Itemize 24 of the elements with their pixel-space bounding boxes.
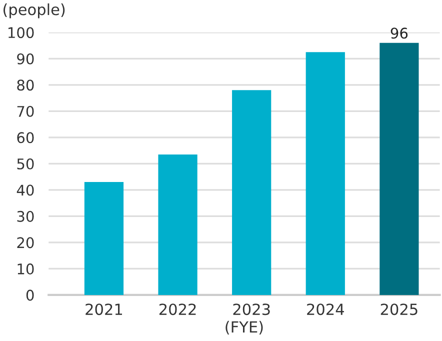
- y-tick-label: 30: [17, 210, 34, 222]
- y-axis-title: (people): [4, 3, 65, 18]
- data-label: 96: [390, 28, 408, 39]
- bar: [84, 182, 124, 295]
- bar: [158, 154, 198, 295]
- y-tick-label: 20: [17, 237, 34, 248]
- y-tick-label: 70: [17, 106, 34, 117]
- y-tick-label: 10: [18, 263, 34, 274]
- x-tick-label: 2024: [307, 304, 344, 316]
- y-tick-label: 50: [17, 158, 34, 170]
- y-tick-label: 40: [16, 184, 34, 196]
- y-tick-label: 90: [17, 53, 34, 64]
- y-tick-label: 60: [17, 132, 34, 144]
- x-tick-label: 2023: [233, 304, 270, 316]
- x-tick-label: 2021: [86, 304, 122, 316]
- bar: [232, 90, 272, 295]
- x-axis-title: (FYE): [226, 320, 263, 334]
- x-tick-label: 2025: [380, 304, 418, 316]
- y-tick-label: 100: [8, 27, 34, 38]
- y-tick-label: 80: [17, 80, 34, 91]
- bar: [306, 52, 345, 295]
- x-tick-label: 2022: [159, 304, 196, 316]
- bar: [380, 42, 419, 295]
- y-tick-label: 0: [26, 290, 34, 301]
